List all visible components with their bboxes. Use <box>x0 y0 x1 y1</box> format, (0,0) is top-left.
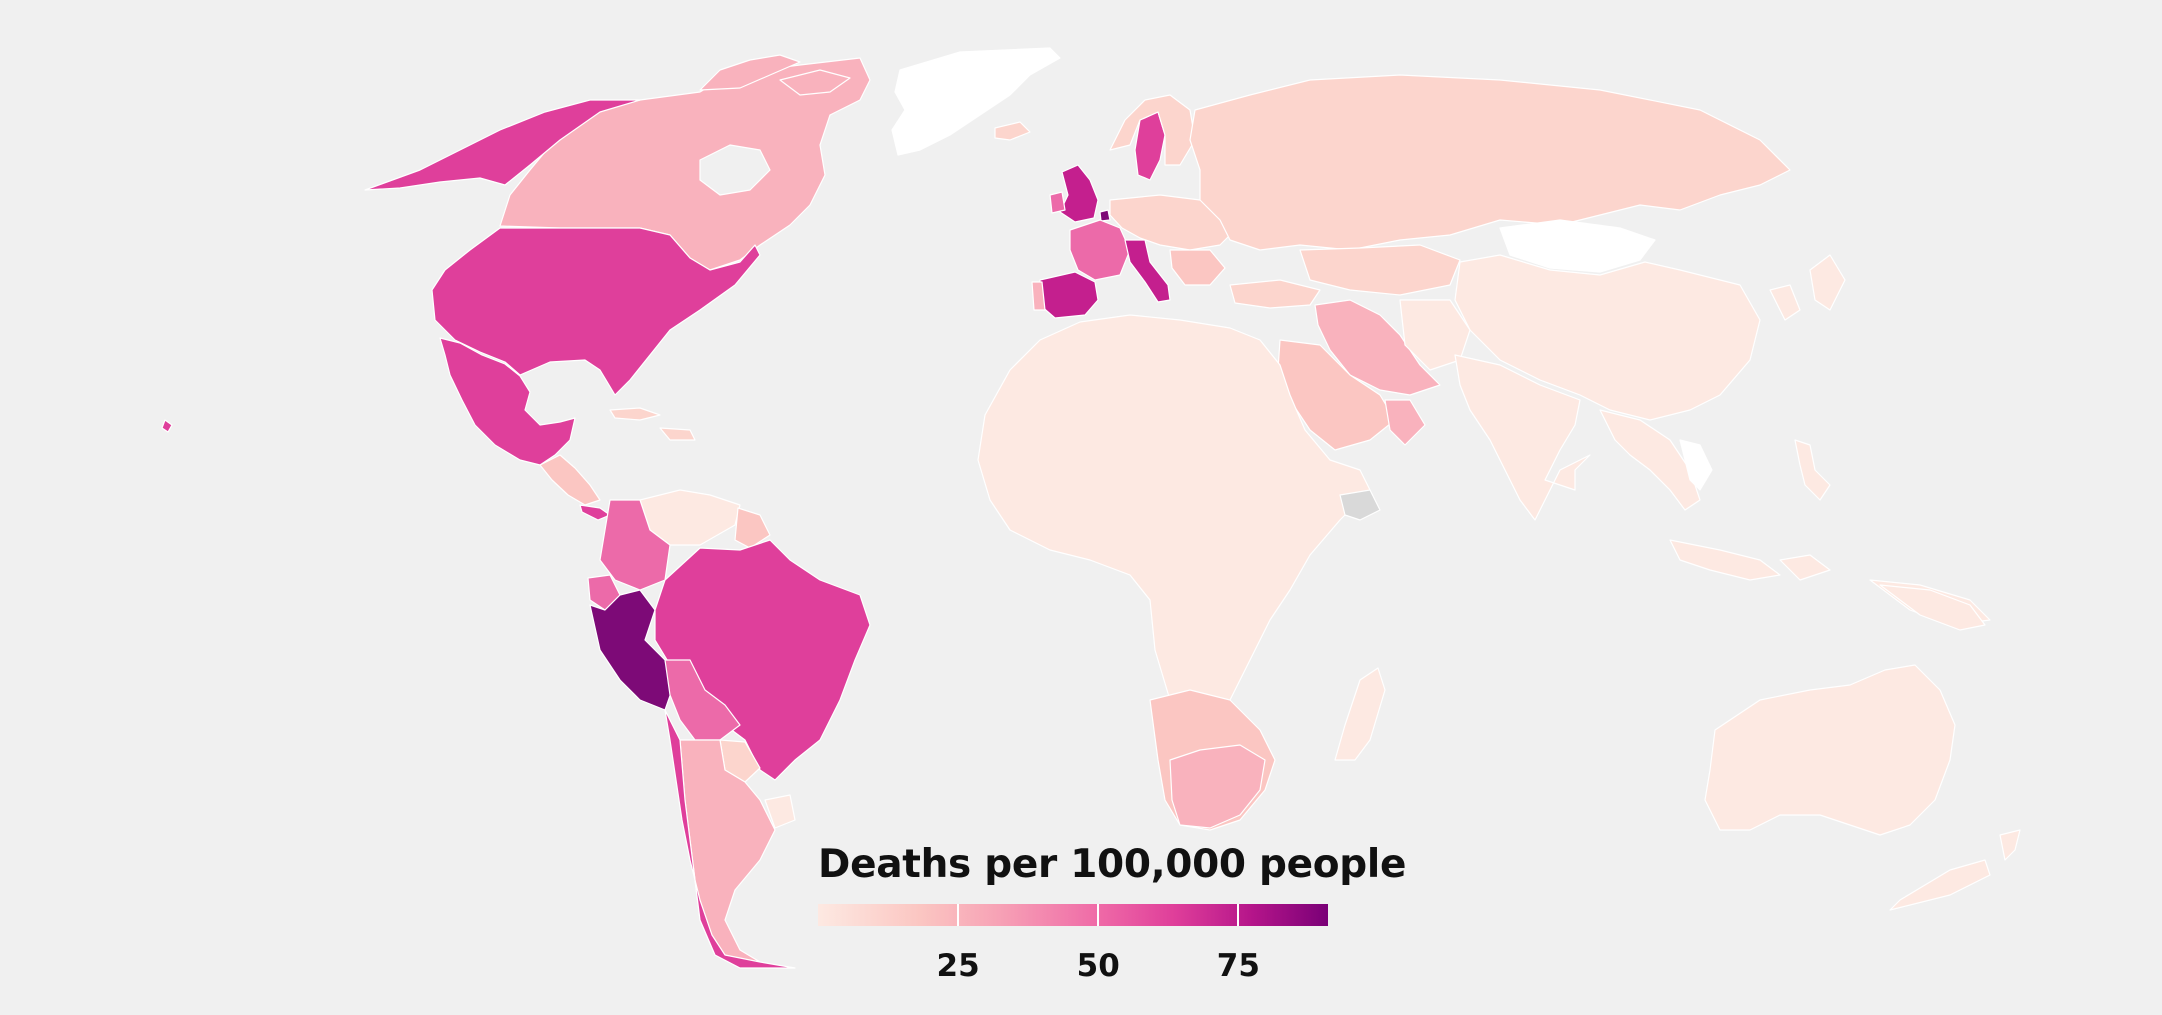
legend-title: Deaths per 100,000 people <box>818 842 1407 887</box>
legend-color-scale <box>818 904 1328 926</box>
legend-tick-75 <box>1237 904 1240 926</box>
region-turkey <box>1229 279 1321 309</box>
region-papua <box>1879 584 1986 631</box>
region-balkans <box>1169 249 1226 286</box>
region-south-africa[interactable] <box>1169 744 1266 829</box>
region-central-america <box>539 454 601 506</box>
region-bolivia[interactable] <box>664 659 741 741</box>
region-belgium[interactable] <box>1099 209 1111 222</box>
region-north-africa <box>977 314 1371 741</box>
legend-tick-label-25: 25 <box>936 948 980 984</box>
region-italy[interactable] <box>1124 239 1171 303</box>
region-france[interactable] <box>1069 219 1131 281</box>
region-iceland <box>994 121 1031 141</box>
region-china[interactable] <box>1454 254 1761 421</box>
legend-tick-50 <box>1097 904 1100 926</box>
region-iran[interactable] <box>1314 299 1441 396</box>
region-southeast-asia <box>1599 409 1701 511</box>
region-somalia[interactable] <box>1339 489 1381 521</box>
region-hudson-bay <box>699 144 771 196</box>
region-alaska[interactable] <box>364 99 641 191</box>
region-madagascar <box>1334 667 1386 761</box>
region-norway-finland <box>1109 94 1196 166</box>
region-greenland[interactable] <box>891 47 1061 156</box>
region-central-europe <box>1109 194 1241 251</box>
region-colombia[interactable] <box>599 499 671 591</box>
region-new-zealand <box>1889 829 2021 911</box>
legend-tick-25 <box>957 904 960 926</box>
region-panama <box>579 504 611 521</box>
region-united-states[interactable] <box>431 227 761 396</box>
legend-tick-label-50: 50 <box>1076 948 1120 984</box>
region-philippines <box>1794 439 1831 501</box>
region-caribbean <box>609 407 696 441</box>
region-mexico[interactable] <box>439 337 576 466</box>
region-russia[interactable] <box>1189 74 1791 251</box>
region-oman <box>1384 399 1426 446</box>
region-united-kingdom[interactable] <box>1059 164 1099 223</box>
region-guianas <box>734 507 771 549</box>
region-argentina[interactable] <box>679 739 776 969</box>
region-ireland <box>1049 191 1066 214</box>
map-legend: Deaths per 100,000 people 25 50 75 <box>818 836 1406 996</box>
region-korea-japan <box>1769 254 1846 321</box>
region-portugal <box>1031 281 1046 311</box>
region-canada-islands <box>699 54 851 96</box>
region-uruguay[interactable] <box>764 794 796 829</box>
region-australia[interactable] <box>1704 664 1956 836</box>
region-laos-cambodia <box>1679 439 1713 491</box>
legend-tick-label-75: 75 <box>1216 948 1260 984</box>
region-chile[interactable] <box>664 709 796 969</box>
region-hawaii <box>161 419 173 433</box>
region-mongolia[interactable] <box>1499 219 1656 273</box>
region-kazakhstan <box>1299 244 1461 296</box>
region-spain[interactable] <box>1039 271 1099 319</box>
region-india[interactable] <box>1454 354 1591 521</box>
